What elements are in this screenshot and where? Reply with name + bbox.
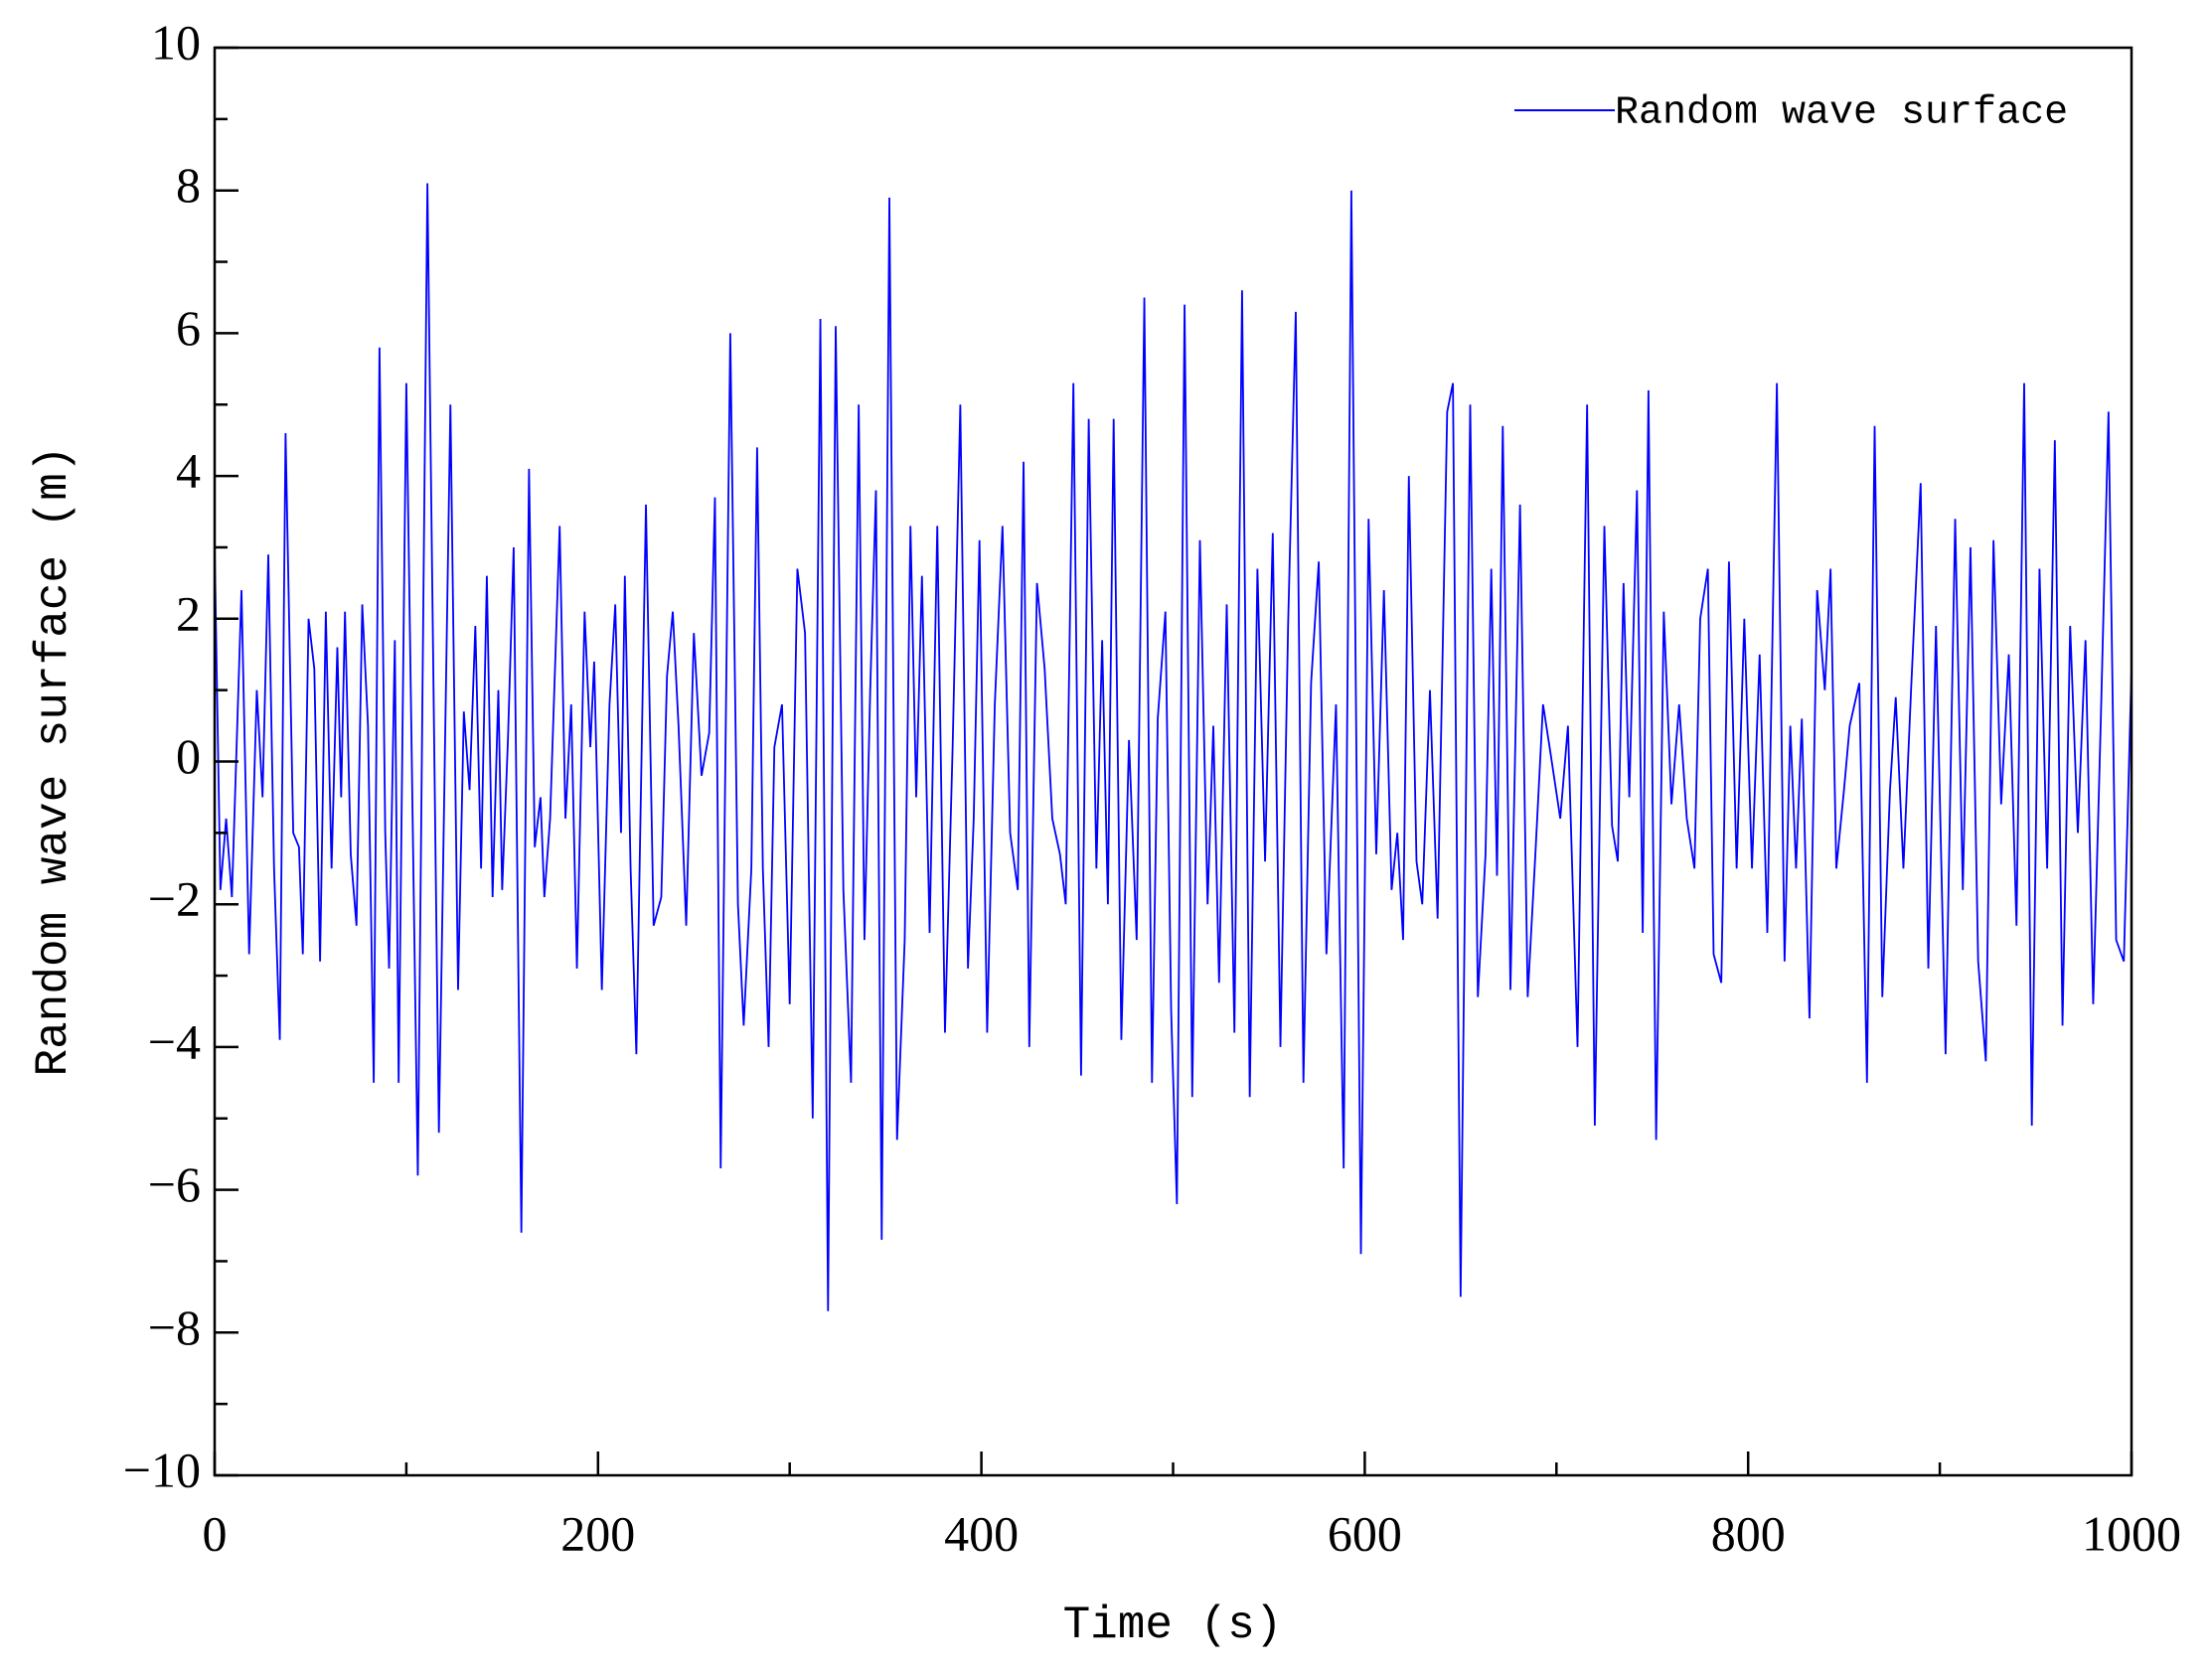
x-tick-label: 200	[560, 1505, 635, 1561]
y-tick-label: −2	[148, 871, 201, 927]
x-tick-label: 600	[1328, 1505, 1402, 1561]
y-tick-label: −10	[123, 1442, 201, 1497]
y-tick-label: 4	[176, 443, 201, 499]
legend-label: Random wave surface	[1615, 91, 2068, 136]
y-tick-label: −4	[148, 1013, 201, 1069]
y-tick-label: 6	[176, 300, 201, 356]
y-tick-label: −6	[148, 1156, 201, 1212]
x-axis-label: Time (s)	[1063, 1600, 1283, 1651]
x-tick-label: 0	[203, 1505, 228, 1561]
y-tick-label: 8	[176, 157, 201, 213]
x-tick-label: 400	[944, 1505, 1019, 1561]
y-tick-label: 10	[151, 14, 201, 70]
y-tick-label: 0	[176, 728, 201, 784]
y-tick-label: −8	[148, 1299, 201, 1355]
data-line	[214, 183, 2133, 1311]
plot-frame	[213, 46, 2133, 1477]
x-tick-label: 800	[1711, 1505, 1786, 1561]
y-axis-label: Random wave surface (m)	[28, 446, 79, 1077]
y-tick-label: 2	[176, 585, 201, 641]
x-tick-label: 1000	[2082, 1505, 2181, 1561]
